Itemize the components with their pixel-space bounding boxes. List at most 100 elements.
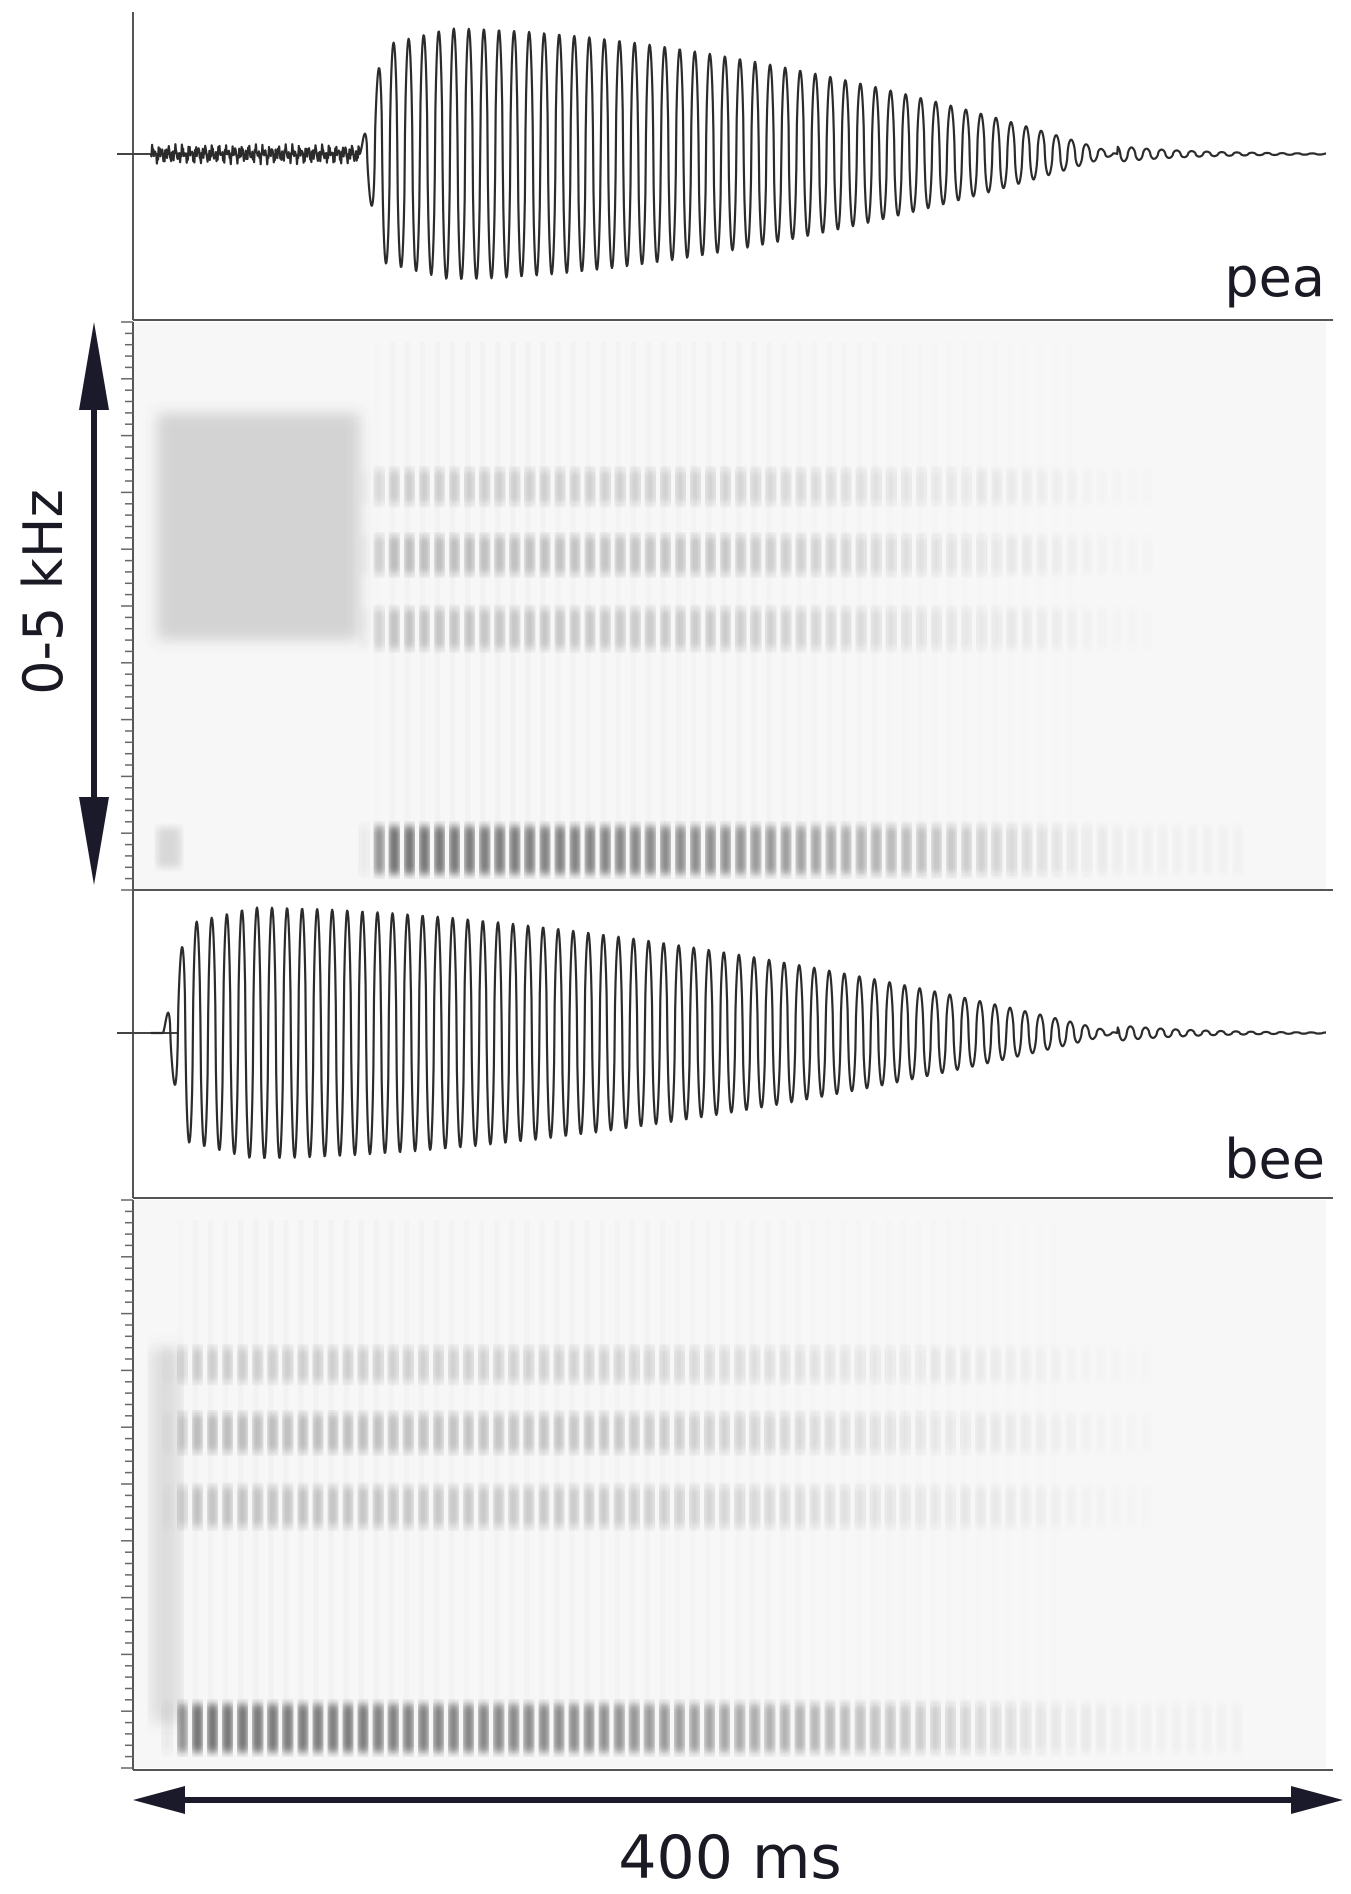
glottal-striation — [1082, 1220, 1087, 1748]
formant-f3-band-pulse — [932, 535, 941, 574]
bee-spectrogram-content — [150, 1220, 1192, 1753]
glottal-striation — [826, 1220, 831, 1748]
pea-word-label: pea — [1224, 246, 1325, 309]
glottal-striation — [765, 1220, 770, 1748]
formant-f4-band-pulse — [932, 469, 941, 504]
formant-f2-band-pulse — [644, 1486, 654, 1527]
frequency-arrow-head-down — [79, 797, 109, 885]
glottal-striation — [208, 1220, 214, 1748]
formant-f3-band-pulse — [870, 1413, 880, 1452]
formant-f4-band-pulse — [765, 1347, 775, 1382]
formant-f4-band-pulse — [750, 1347, 760, 1382]
glottal-striation — [555, 342, 561, 870]
formant-f3-band-pulse — [450, 535, 459, 574]
formant-f4-band-pulse — [781, 469, 791, 504]
voicing-bar-pulse — [674, 1704, 684, 1753]
formant-f4-band-pulse — [374, 469, 384, 504]
glottal-striation — [812, 342, 817, 870]
formant-f4-band-pulse — [614, 1347, 624, 1382]
formant-f4-band-pulse — [630, 469, 640, 504]
glottal-striation — [932, 342, 937, 870]
formant-f3-band-pulse — [781, 535, 791, 574]
voicing-bar-pulse — [840, 1704, 850, 1753]
glottal-striation — [450, 342, 456, 870]
glottal-striation — [1127, 1220, 1132, 1748]
pea-waveform-panel: pea — [117, 12, 1333, 321]
formant-f4-band-pulse — [283, 1347, 293, 1382]
glottal-striation — [313, 1220, 319, 1748]
glottal-striation — [238, 1220, 244, 1748]
voicing-bar-pulse — [871, 826, 881, 875]
glottal-striation — [781, 342, 786, 870]
glottal-striation — [268, 1220, 274, 1748]
glottal-striation — [328, 1220, 334, 1748]
voicing-bar-pulse — [599, 1704, 609, 1753]
voicing-bar-pulse — [901, 826, 911, 875]
glottal-striation — [585, 1220, 590, 1748]
formant-f4-band-pulse — [358, 1347, 368, 1382]
glottal-striation — [736, 342, 741, 870]
formant-f4-band-pulse — [840, 1347, 850, 1382]
glottal-striation — [494, 1220, 500, 1748]
formant-f2-band-pulse — [1007, 608, 1017, 649]
time-arrow-head-left — [133, 1786, 185, 1814]
glottal-striation — [375, 342, 380, 870]
formant-f4-band-pulse — [886, 469, 896, 504]
formant-f2-band-pulse — [946, 1486, 955, 1527]
voicing-bar-pulse — [435, 826, 444, 875]
glottal-striation — [902, 342, 907, 870]
voicing-bar-pulse — [403, 1704, 413, 1753]
glottal-striation — [1021, 1220, 1026, 1748]
formant-f3-band-pulse — [1022, 535, 1032, 574]
formant-f4-band-pulse — [676, 469, 685, 504]
voicing-bar-pulse — [479, 1704, 489, 1753]
formant-f3-band-pulse — [374, 535, 384, 574]
voicing-bar-pulse — [555, 826, 565, 875]
formant-f4-band-pulse — [659, 1347, 669, 1382]
formant-f3-band-pulse — [946, 1413, 955, 1452]
formant-f2-band-pulse — [750, 1486, 760, 1527]
time-axis-label: 400 ms — [618, 1823, 841, 1890]
pea-spectrogram-content — [156, 342, 1122, 875]
formant-f2-band-pulse — [674, 1486, 684, 1527]
voicing-bar-pulse — [780, 1704, 790, 1753]
glottal-striation — [992, 342, 997, 870]
formant-f3-band-pulse — [840, 1413, 850, 1452]
formant-f3-band-pulse — [584, 1413, 594, 1452]
glottal-striation — [1097, 1220, 1102, 1748]
glottal-striation — [1172, 1220, 1177, 1748]
formant-f4-band-pulse — [223, 1347, 233, 1382]
glottal-striation — [192, 1220, 199, 1748]
voicing-bar-pulse — [750, 1704, 760, 1753]
formant-f4-band-pulse — [298, 1347, 308, 1382]
glottal-striation — [842, 342, 847, 870]
formant-f2-band-pulse — [691, 608, 700, 649]
glottal-striation — [1187, 1220, 1192, 1748]
formant-f4-band-pulse — [885, 1347, 895, 1382]
formant-f4-band-pulse — [1052, 469, 1062, 504]
formant-f4-band-pulse — [494, 1347, 504, 1382]
formant-f3-band-pulse — [388, 1413, 398, 1452]
voicing-bar-pulse — [615, 826, 625, 875]
formant-f3-band-pulse — [766, 535, 776, 574]
voicing-bar-pulse — [494, 1704, 504, 1753]
formant-f3-band-pulse — [900, 1413, 910, 1452]
voicing-bar-pulse — [359, 826, 369, 875]
formant-f4-band-pulse — [464, 1347, 474, 1382]
voicing-bar-pulse — [1081, 1704, 1091, 1753]
voicing-bar-pulse — [766, 826, 776, 875]
formant-f2-band-pulse — [976, 1486, 986, 1527]
formant-f2-band-pulse — [539, 1486, 549, 1527]
glottal-striation — [464, 1220, 470, 1748]
formant-f3-band-pulse — [826, 535, 836, 574]
glottal-striation — [343, 1220, 349, 1748]
formant-f2-band-pulse — [283, 1486, 293, 1527]
voicing-bar-pulse — [660, 826, 670, 875]
glottal-striation — [1142, 1220, 1147, 1748]
voicing-bar-pulse — [856, 826, 866, 875]
formant-f2-band-pulse — [389, 608, 399, 649]
formant-f2-band-pulse — [495, 608, 505, 649]
formant-f3-band-pulse — [811, 535, 821, 574]
formant-f2-band-pulse — [991, 1486, 1001, 1527]
formant-f4-band-pulse — [780, 1347, 790, 1382]
